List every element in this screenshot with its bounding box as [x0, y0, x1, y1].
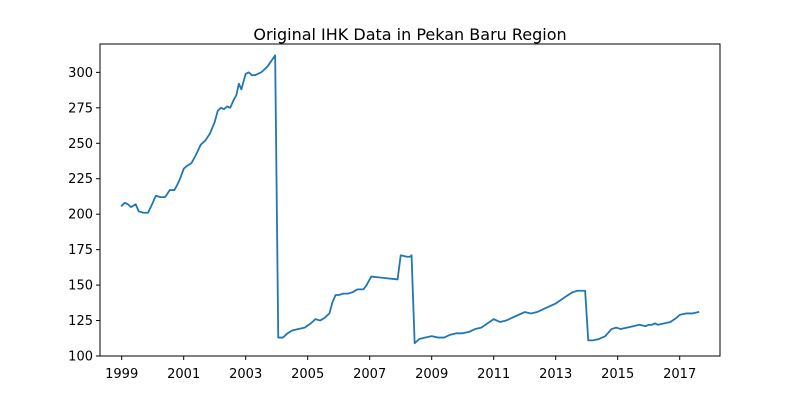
y-tick-label: 125: [68, 314, 93, 329]
x-tick-label: 2013: [539, 367, 572, 382]
x-tick-label: 2011: [477, 367, 510, 382]
y-tick-label: 175: [68, 243, 93, 258]
y-tick-label: 150: [68, 279, 93, 294]
x-tick-label: 2007: [353, 367, 386, 382]
y-axis-ticks: 100 125 150 175 200 225 250 275 300: [68, 66, 100, 365]
x-tick-label: 1999: [105, 367, 138, 382]
x-tick-label: 2005: [291, 367, 324, 382]
x-tick-label: 2017: [663, 367, 696, 382]
y-tick-label: 100: [68, 350, 93, 365]
x-axis-ticks: 1999 2001 2003 2005 2007 2009 2011 2013 2015 2017: [105, 356, 696, 382]
plot-area-frame: [99, 43, 721, 357]
x-tick-label: 2001: [167, 367, 200, 382]
y-tick-label: 200: [68, 208, 93, 223]
chart-title: Original IHK Data in Pekan Baru Region: [253, 25, 566, 44]
series-line: [120, 54, 700, 345]
x-tick-label: 2009: [415, 367, 448, 382]
y-tick-label: 300: [68, 66, 93, 81]
y-tick-label: 250: [68, 137, 93, 152]
y-tick-label: 275: [68, 101, 93, 116]
x-tick-label: 2003: [229, 367, 262, 382]
x-tick-label: 2015: [601, 367, 634, 382]
y-tick-label: 225: [68, 172, 93, 187]
